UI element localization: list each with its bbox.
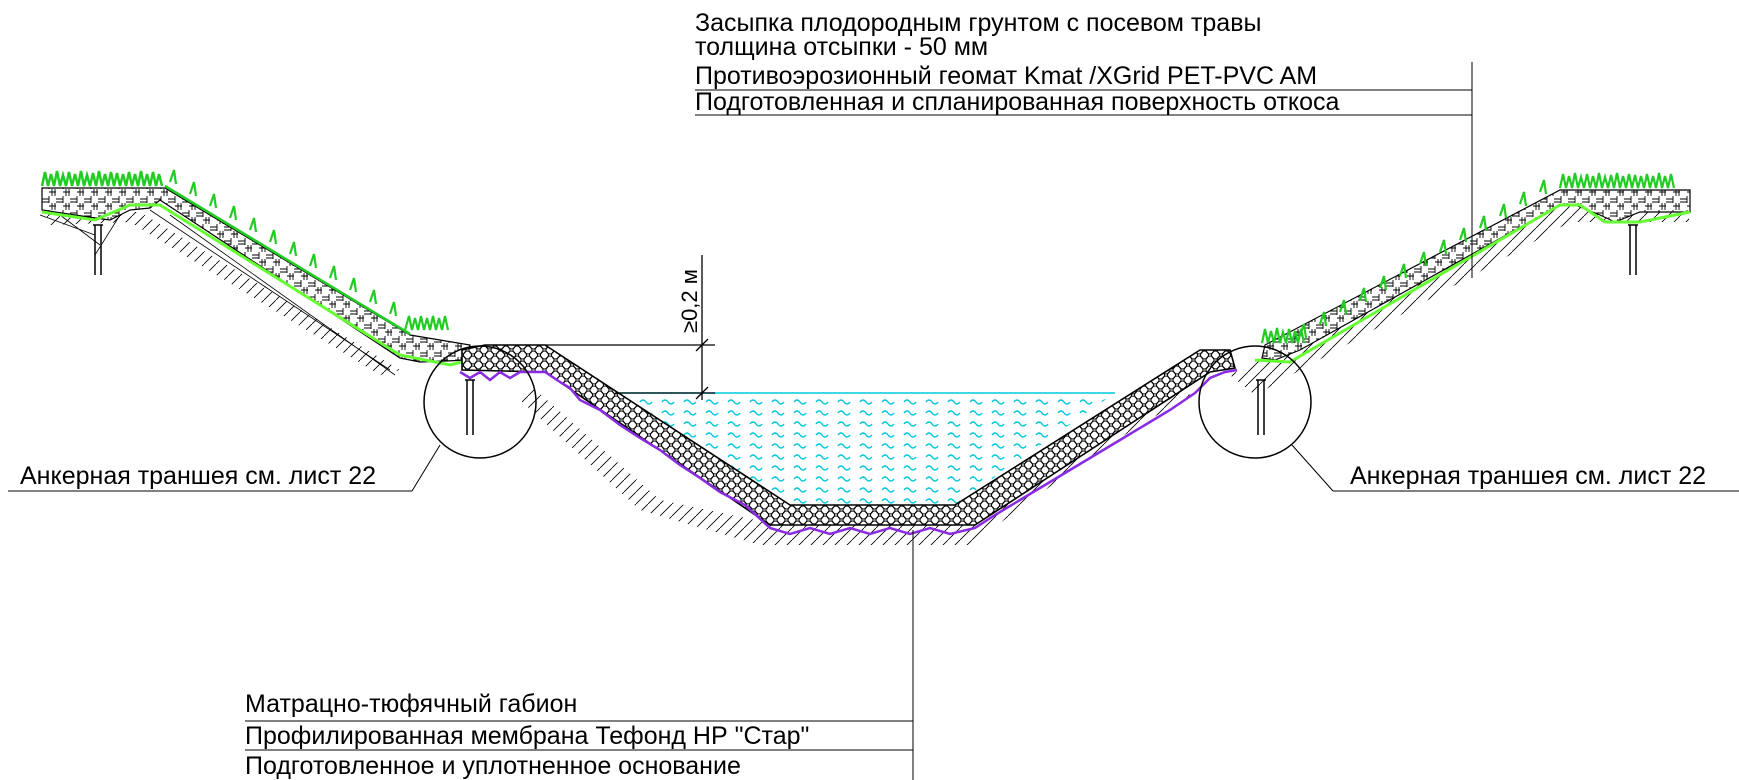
top-callout-line2: толщина отсыпки - 50 мм xyxy=(695,33,988,61)
top-callout-line3: Противоэрозионный геомат Kmat /XGrid PET… xyxy=(695,62,1317,90)
anchor-stakes xyxy=(93,224,1638,435)
gabion-mattress xyxy=(461,344,1237,526)
water-body xyxy=(615,393,1115,505)
bottom-callout-line2: Профилированная мембрана Тефонд НР "Стар… xyxy=(245,722,809,750)
left-anchor-circle xyxy=(423,345,537,459)
top-callout-line4: Подготовленная и спланированная поверхно… xyxy=(695,88,1340,116)
left-grass xyxy=(40,170,411,336)
top-callout: Засыпка плодородным грунтом с посевом тр… xyxy=(695,9,1473,278)
right-anchor-circle xyxy=(1198,345,1312,459)
right-anchor-callout: Анкерная траншея см. лист 22 xyxy=(1291,444,1739,492)
right-soil-layer xyxy=(1261,189,1691,361)
depth-dimension xyxy=(545,255,715,400)
bottom-callout: Матрацно-тюфячный габион Профилированная… xyxy=(245,530,914,780)
left-anchor-callout: Анкерная траншея см. лист 22 xyxy=(8,444,441,492)
profiled-membrane xyxy=(459,368,1238,536)
depth-dimension-label: ≥0,2 м xyxy=(677,269,702,333)
left-anchor-label: Анкерная траншея см. лист 22 xyxy=(20,462,376,490)
top-callout-line1: Засыпка плодородным грунтом с посевом тр… xyxy=(695,9,1261,37)
right-geomat-line xyxy=(1254,203,1691,364)
ground-hatching xyxy=(39,205,1690,545)
left-geomat-line xyxy=(41,203,471,367)
right-grass xyxy=(1260,172,1676,344)
bottom-callout-line1: Матрацно-тюфячный габион xyxy=(245,690,577,718)
right-anchor-label: Анкерная траншея см. лист 22 xyxy=(1350,462,1706,490)
bottom-callout-line3: Подготовленное и уплотненное основание xyxy=(245,752,741,780)
